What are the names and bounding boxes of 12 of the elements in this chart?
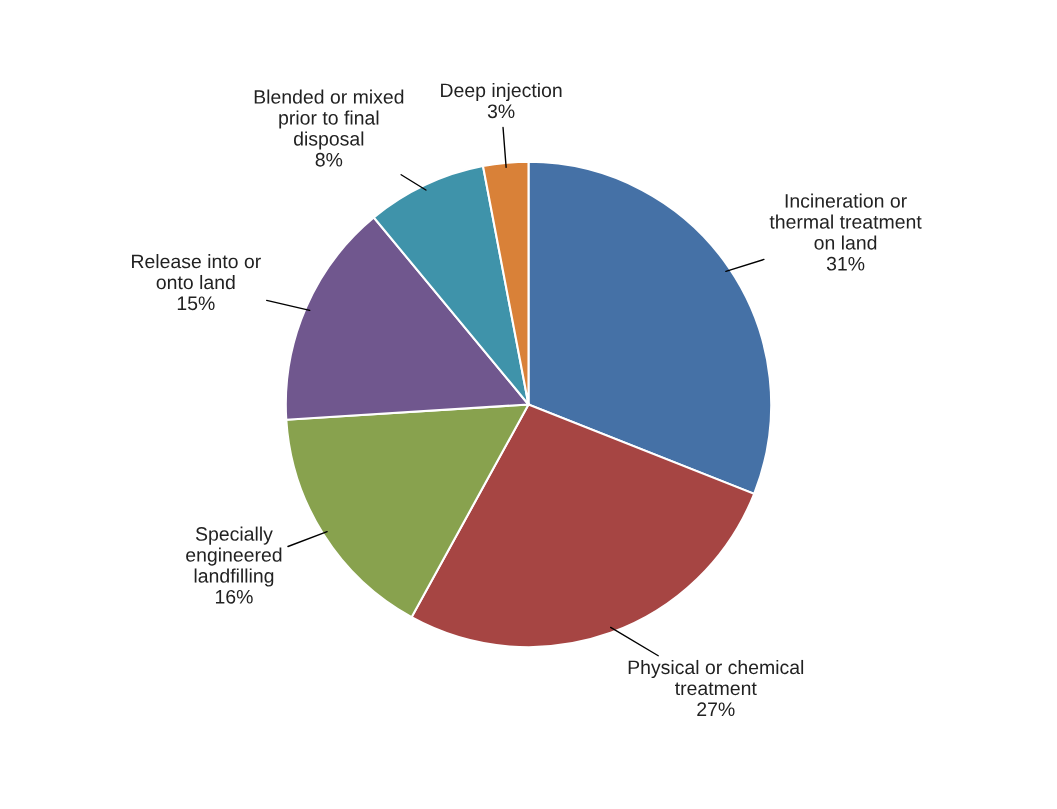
data-label: 8% <box>315 152 343 167</box>
data-label: 31% <box>826 256 865 271</box>
data-label: 16% <box>215 589 253 604</box>
slice-label: Specially engineered landfilling <box>186 526 282 587</box>
data-label: 27% <box>697 702 735 717</box>
data-label: 15% <box>177 296 215 311</box>
data-label: 3% <box>487 104 515 119</box>
slice-label: Blended or mixed prior to final disposal <box>254 89 404 150</box>
slice-label: Physical or chemical treatment <box>628 659 804 696</box>
slice-label: Incineration or thermal treatment on land <box>769 193 922 250</box>
slice-label: Deep injection <box>441 82 562 102</box>
slice-label: Release into or onto land <box>132 254 261 290</box>
